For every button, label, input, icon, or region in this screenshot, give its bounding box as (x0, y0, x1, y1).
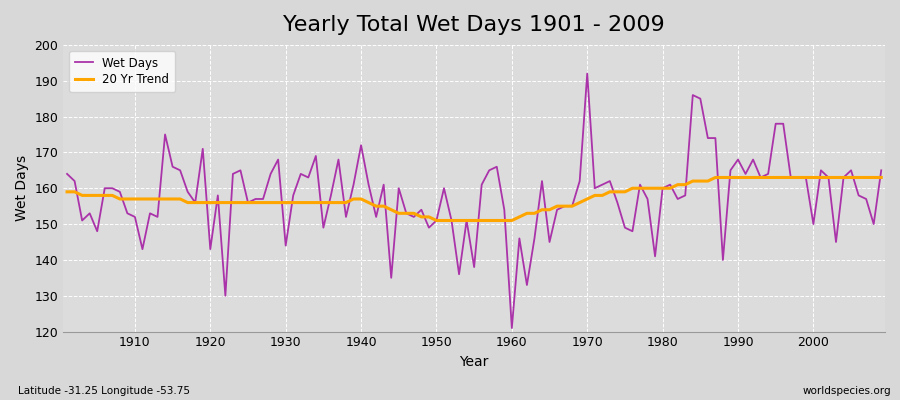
20 Yr Trend (710, 175, 721, 180)
20 Yr Trend (507, 218, 517, 223)
20 Yr Trend (431, 218, 442, 223)
Wet Days (122, 211, 133, 216)
20 Yr Trend (876, 175, 886, 180)
Title: Yearly Total Wet Days 1901 - 2009: Yearly Total Wet Days 1901 - 2009 (284, 15, 665, 35)
Wet Days (514, 236, 525, 241)
Legend: Wet Days, 20 Yr Trend: Wet Days, 20 Yr Trend (69, 51, 176, 92)
Line: Wet Days: Wet Days (68, 74, 881, 328)
Wet Days (507, 326, 517, 330)
X-axis label: Year: Year (460, 355, 489, 369)
20 Yr Trend (514, 214, 525, 219)
Wet Days (876, 168, 886, 173)
Wet Days (288, 193, 299, 198)
Y-axis label: Wet Days: Wet Days (15, 155, 29, 221)
Wet Days (499, 207, 509, 212)
Line: 20 Yr Trend: 20 Yr Trend (68, 178, 881, 220)
Wet Days (333, 157, 344, 162)
Text: worldspecies.org: worldspecies.org (803, 386, 891, 396)
Wet Days (62, 172, 73, 176)
Wet Days (612, 200, 623, 205)
20 Yr Trend (62, 190, 73, 194)
20 Yr Trend (288, 200, 299, 205)
Wet Days (581, 71, 592, 76)
20 Yr Trend (605, 190, 616, 194)
Text: Latitude -31.25 Longitude -53.75: Latitude -31.25 Longitude -53.75 (18, 386, 190, 396)
20 Yr Trend (333, 200, 344, 205)
20 Yr Trend (122, 196, 133, 201)
